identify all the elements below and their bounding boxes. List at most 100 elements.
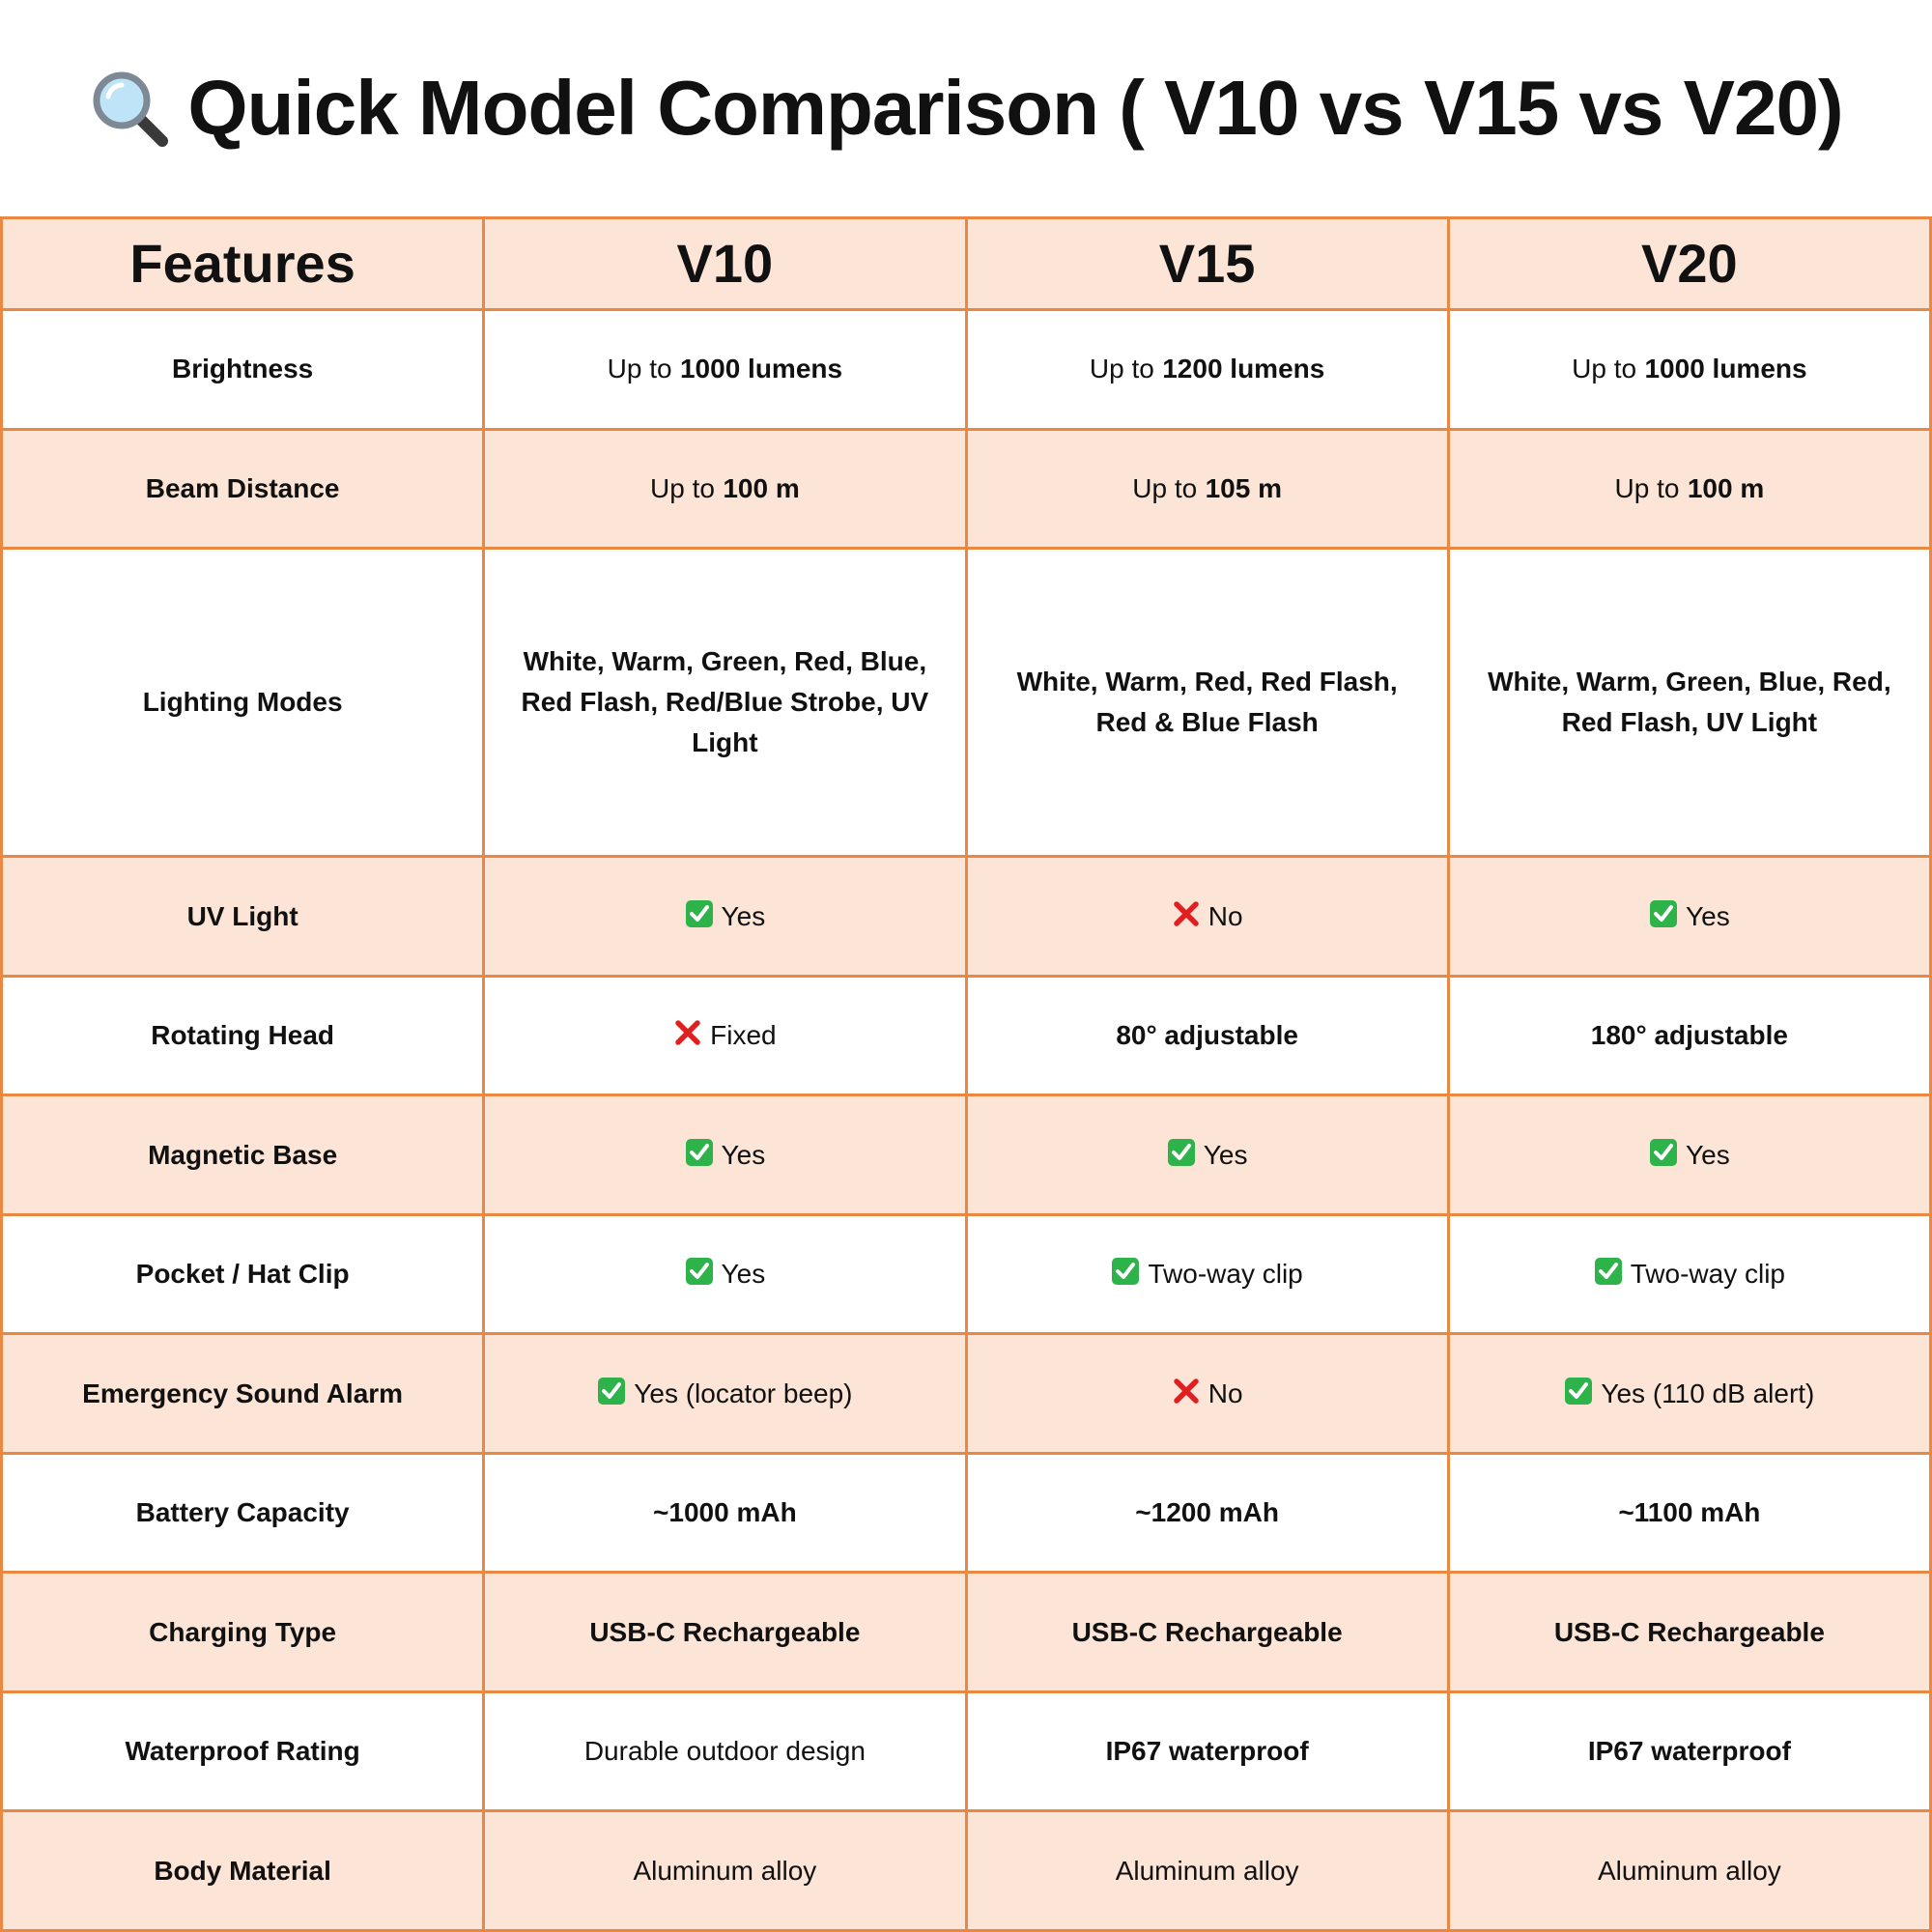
feature-cell: Body Material bbox=[0, 1809, 486, 1932]
cell-text: 1000 lumens bbox=[1644, 354, 1807, 384]
column-header: V20 bbox=[1446, 216, 1932, 311]
feature-cell: Charging Type bbox=[0, 1571, 486, 1693]
value-cell: Durable outdoor design bbox=[482, 1690, 968, 1813]
cell-text: Aluminum alloy bbox=[1597, 1855, 1781, 1886]
check-icon bbox=[1650, 899, 1678, 927]
value-cell: USB-C Rechargeable bbox=[964, 1571, 1450, 1693]
value-cell: Up to 105 m bbox=[964, 427, 1450, 551]
cell-text: Fixed bbox=[710, 1020, 777, 1051]
cell-text: Up to bbox=[1132, 472, 1198, 503]
check-icon bbox=[685, 1258, 713, 1286]
feature-cell: Rotating Head bbox=[0, 974, 486, 1097]
check-icon bbox=[1167, 1138, 1195, 1166]
value-cell: Yes bbox=[1446, 1094, 1932, 1216]
cell-text: White, Warm, Green, Red, Blue, Red Flash… bbox=[521, 646, 929, 758]
cell-text: 1200 lumens bbox=[1162, 354, 1325, 384]
header-row: Features V10 V15 V20 bbox=[0, 216, 1932, 311]
cell-text: IP67 waterproof bbox=[1587, 1736, 1791, 1767]
cell-text: USB-C Rechargeable bbox=[1071, 1616, 1343, 1647]
cell-text: Up to bbox=[1614, 472, 1680, 503]
cell-text: 100 m bbox=[1687, 472, 1765, 503]
cross-icon bbox=[1173, 900, 1199, 926]
value-cell: White, Warm, Green, Red, Blue, Red Flash… bbox=[482, 547, 968, 859]
value-cell: No bbox=[964, 1332, 1450, 1455]
value-cell: Up to 100 m bbox=[1446, 427, 1932, 551]
cell-text: Yes (110 dB alert) bbox=[1601, 1378, 1815, 1408]
feature-cell: Beam Distance bbox=[0, 427, 486, 551]
feature-cell: Waterproof Rating bbox=[0, 1690, 486, 1813]
comparison-table: Features V10 V15 V20 Brightness Up to 1000 lu… bbox=[0, 216, 1932, 1932]
value-cell: Up to 1200 lumens bbox=[964, 308, 1450, 431]
value-cell: Yes bbox=[482, 855, 968, 978]
cell-text: Two-way clip bbox=[1630, 1259, 1785, 1290]
value-cell: No bbox=[964, 855, 1450, 978]
value-cell: Yes bbox=[482, 1094, 968, 1216]
table-row: Brightness Up to 1000 lumens Up to 1200 lume… bbox=[0, 308, 1932, 431]
check-icon bbox=[1565, 1377, 1593, 1405]
value-cell: Fixed bbox=[482, 974, 968, 1097]
check-icon bbox=[1650, 1138, 1678, 1166]
cell-text: White, Warm, Green, Blue, Red, Red Flash… bbox=[1488, 667, 1891, 738]
cell-text: Aluminum alloy bbox=[633, 1855, 817, 1886]
value-cell: Yes bbox=[1446, 855, 1932, 978]
value-cell: USB-C Rechargeable bbox=[1446, 1571, 1932, 1693]
cell-text: 1000 lumens bbox=[679, 354, 843, 384]
cell-text: Durable outdoor design bbox=[583, 1736, 866, 1767]
cell-text: ~1200 mAh bbox=[1135, 1497, 1279, 1528]
cell-text: USB-C Rechargeable bbox=[1553, 1616, 1825, 1647]
feature-cell: UV Light bbox=[0, 855, 486, 978]
value-cell: IP67 waterproof bbox=[964, 1690, 1450, 1813]
cell-text: Up to bbox=[650, 472, 715, 503]
check-icon bbox=[685, 1138, 713, 1166]
cell-text: Up to bbox=[1089, 354, 1154, 384]
cell-text: 100 m bbox=[723, 472, 800, 503]
value-cell: Two-way clip bbox=[964, 1212, 1450, 1336]
title-bar: Quick Model Comparison ( V10 vs V15 vs V… bbox=[0, 0, 1932, 216]
feature-cell: Emergency Sound Alarm bbox=[0, 1332, 486, 1455]
value-cell: USB-C Rechargeable bbox=[482, 1571, 968, 1693]
table-row: Emergency Sound Alarm Yes (locator beep) N… bbox=[0, 1332, 1932, 1455]
cell-text: Yes bbox=[721, 900, 766, 931]
title: Quick Model Comparison ( V10 vs V15 vs V… bbox=[187, 65, 1843, 151]
value-cell: 80° adjustable bbox=[964, 974, 1450, 1097]
feature-cell: Battery Capacity bbox=[0, 1451, 486, 1575]
value-cell: Two-way clip bbox=[1446, 1212, 1932, 1336]
table-row: Battery Capacity ~1000 mAh ~1200 mAh ~1100 … bbox=[0, 1451, 1932, 1575]
table-row: Body Material Aluminum alloy Aluminum allo… bbox=[0, 1809, 1932, 1932]
feature-cell: Lighting Modes bbox=[0, 547, 486, 859]
magnifier-icon bbox=[93, 71, 169, 147]
column-header: Features bbox=[0, 216, 486, 311]
check-icon bbox=[1112, 1258, 1140, 1286]
value-cell: Yes bbox=[482, 1212, 968, 1336]
value-cell: Up to 1000 lumens bbox=[1446, 308, 1932, 431]
value-cell: Up to 100 m bbox=[482, 427, 968, 551]
cell-text: Yes bbox=[1686, 1139, 1730, 1170]
cell-text: Two-way clip bbox=[1148, 1259, 1303, 1290]
cell-text: ~1100 mAh bbox=[1618, 1497, 1761, 1528]
value-cell: Up to 1000 lumens bbox=[482, 308, 968, 431]
value-cell: White, Warm, Red, Red Flash, Red & Blue … bbox=[964, 547, 1450, 859]
table-row: UV Light Yes No Yes bbox=[0, 855, 1932, 978]
table-row: Lighting Modes White, Warm, Green, Red, B… bbox=[0, 547, 1932, 859]
cell-text: Up to bbox=[1572, 354, 1637, 384]
value-cell: ~1100 mAh bbox=[1446, 1451, 1932, 1575]
value-cell: ~1200 mAh bbox=[964, 1451, 1450, 1575]
table-row: Pocket / Hat Clip Yes Two-way clip Two-way … bbox=[0, 1212, 1932, 1336]
cell-text: 180° adjustable bbox=[1590, 1020, 1788, 1051]
cell-text: Aluminum alloy bbox=[1115, 1855, 1299, 1886]
value-cell: ~1000 mAh bbox=[482, 1451, 968, 1575]
value-cell: White, Warm, Green, Blue, Red, Red Flash… bbox=[1446, 547, 1932, 859]
table-row: Charging Type USB-C Rechargeable USB-C Rec… bbox=[0, 1571, 1932, 1693]
column-header: V15 bbox=[964, 216, 1450, 311]
check-icon bbox=[685, 899, 713, 927]
value-cell: Yes (110 dB alert) bbox=[1446, 1332, 1932, 1455]
value-cell: Aluminum alloy bbox=[1446, 1809, 1932, 1932]
value-cell: IP67 waterproof bbox=[1446, 1690, 1932, 1813]
feature-cell: Magnetic Base bbox=[0, 1094, 486, 1216]
cell-text: Yes (locator beep) bbox=[634, 1378, 853, 1408]
cell-text: No bbox=[1208, 900, 1243, 931]
feature-cell: Brightness bbox=[0, 308, 486, 431]
value-cell: Aluminum alloy bbox=[964, 1809, 1450, 1932]
feature-cell: Pocket / Hat Clip bbox=[0, 1212, 486, 1336]
